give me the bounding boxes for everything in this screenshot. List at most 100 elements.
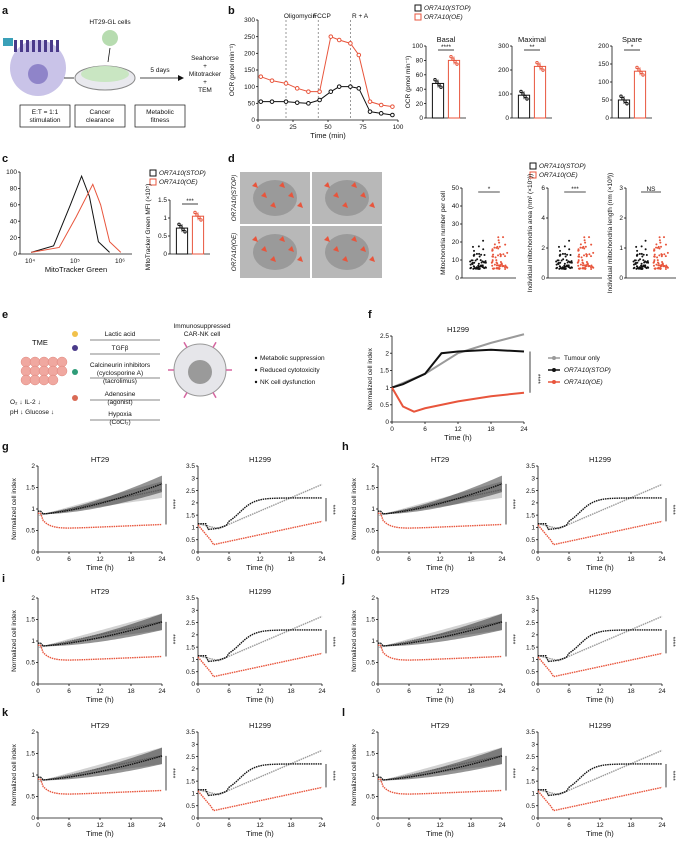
mito-point [557, 245, 560, 248]
ocr-point [258, 74, 264, 79]
mito-point [652, 264, 655, 267]
ocr-chart-ylabel: OCR (pmol min⁻¹) [229, 44, 236, 97]
mito-arrow-icon [369, 202, 375, 208]
mito-point [590, 267, 593, 270]
panel-g-h1299-ytick-label: 3.5 [186, 463, 195, 470]
mito-point [653, 260, 656, 263]
mito-point [590, 255, 593, 258]
mito-point [471, 262, 474, 265]
sig-label: **** [329, 637, 336, 648]
panel-l-ht29-oe-line [378, 778, 503, 795]
mito-point [570, 260, 573, 263]
panel-i-h1299-ytick-label: 0.5 [186, 669, 195, 676]
legend-b-oe-label: OR7A10(OE) [424, 14, 463, 21]
ocr-chart-ytick-label: 300 [244, 17, 255, 24]
panel-j-ht29-stop-line [378, 621, 503, 647]
mito-point [483, 254, 486, 257]
panel-g-h1299-xtick-label: 18 [287, 556, 295, 563]
tem-cell [325, 234, 369, 270]
mito-point [578, 267, 581, 270]
mito-point [653, 259, 656, 262]
mito-area-ytick-label: 0 [541, 275, 545, 282]
panel-k-h1299-xtick-label: 12 [256, 822, 264, 829]
panel-k-h1299-ytick-label: 0 [191, 815, 195, 822]
panel-j-h1299-ytick-label: 3 [531, 607, 535, 614]
mito-number-ytick-label: 40 [452, 203, 460, 210]
mito-point [477, 262, 480, 265]
panel-k-ht29-ytick-label: 1.5 [26, 751, 35, 758]
mito-point [560, 259, 563, 262]
legend-b-stop-label: OR7A10(STOP) [424, 5, 471, 12]
mito-point [482, 239, 485, 242]
panel-k-h1299-ytick-label: 1.5 [186, 778, 195, 785]
factor-label: Adenosine [105, 391, 136, 398]
f-chart-title: H1299 [447, 325, 469, 334]
panel-g-ht29-title: HT29 [91, 455, 109, 464]
replicate-point [177, 222, 181, 227]
mito-point [660, 255, 663, 258]
mito-point [504, 243, 507, 246]
panel-h-h1299-ytick-label: 3.5 [526, 463, 535, 470]
panel-g-h1299-ytick-label: 1.5 [186, 512, 195, 519]
panel-h-h1299-xtick-label: 24 [658, 556, 666, 563]
step-box-label: Cancer [90, 109, 112, 116]
mito-point [557, 259, 560, 262]
panel-h-ht29-xtick-label: 6 [407, 556, 411, 563]
mito-point [645, 267, 648, 270]
f-series-line [391, 348, 525, 389]
spare-bar-ytick-label: 100 [598, 79, 609, 86]
panel-label-j: j [341, 573, 345, 585]
panel-l-h1299-ytick-label: 0.5 [526, 803, 535, 810]
f-chart-ytick-label: 0.5 [380, 402, 389, 409]
ocr-point [328, 34, 334, 39]
mito-arrow-icon [279, 236, 285, 242]
spare-bar-title: Spare [622, 35, 642, 44]
panel-h-h1299-ytick-label: 1.5 [526, 512, 535, 519]
replicate-point [523, 94, 527, 99]
panel-h-ht29-ytick-label: 2 [371, 463, 375, 470]
panel-k-ht29-ytick-label: 2 [31, 729, 35, 736]
mito-point [558, 265, 561, 268]
panel-j-ht29-title: HT29 [431, 587, 449, 596]
basal-bar-ytick-label: 20 [416, 101, 424, 108]
flow-xtick-label: 10⁵ [70, 258, 80, 265]
panel-g-ht29-ytick-label: 0 [31, 549, 35, 556]
panel-g-ht29-xtick-label: 18 [127, 556, 135, 563]
panel-j-h1299-ytick-label: 2 [531, 632, 535, 639]
ocr-chart-ytick-label: 200 [244, 51, 255, 58]
panel-g-ht29-ytick-label: 0.5 [26, 528, 35, 535]
panel-k-ht29-ylabel: Normalized cell index [11, 743, 18, 806]
arrow-down [107, 47, 111, 63]
sig-label: **** [509, 768, 516, 779]
replicate-point [539, 65, 543, 70]
mito-point [497, 266, 500, 269]
legend-c-oe-swatch [149, 178, 157, 186]
ocr-chart-ytick-label: 150 [244, 67, 255, 74]
panel-j-h1299-oe-line [537, 652, 663, 678]
mito-point [658, 239, 661, 242]
ocr-chart-ytick-label: 0 [251, 117, 255, 124]
panel-j-ht29-ytick-label: 1 [371, 638, 375, 645]
mito-point [655, 246, 658, 249]
tumour-cell-icon [38, 365, 50, 377]
mito-point [662, 236, 665, 239]
panel-h-h1299-xtick-label: 6 [567, 556, 571, 563]
sig-label: **** [669, 505, 676, 516]
mito-point [656, 256, 659, 259]
tem-row-label-oe: OR7A10(OE) [231, 233, 238, 272]
panel-l-h1299-ytick-label: 1 [531, 791, 535, 798]
panel-h-h1299-xtick-label: 0 [536, 556, 540, 563]
replicate-point [181, 227, 185, 232]
mito-arrow-icon [324, 236, 330, 242]
mito-point [579, 246, 582, 249]
mito-point [503, 266, 506, 269]
sig-label: *** [571, 186, 579, 193]
flow-hist-ytick-label: 80 [10, 186, 18, 193]
mito-point [565, 264, 568, 267]
mito-point [561, 252, 564, 255]
receptor-icon [14, 40, 17, 52]
panel-j-ht29-xtick-label: 24 [498, 688, 506, 695]
panel-h-ht29-xtick-label: 24 [498, 556, 506, 563]
mito-point [558, 267, 561, 270]
panel-l-ht29-xtick-label: 24 [498, 822, 506, 829]
